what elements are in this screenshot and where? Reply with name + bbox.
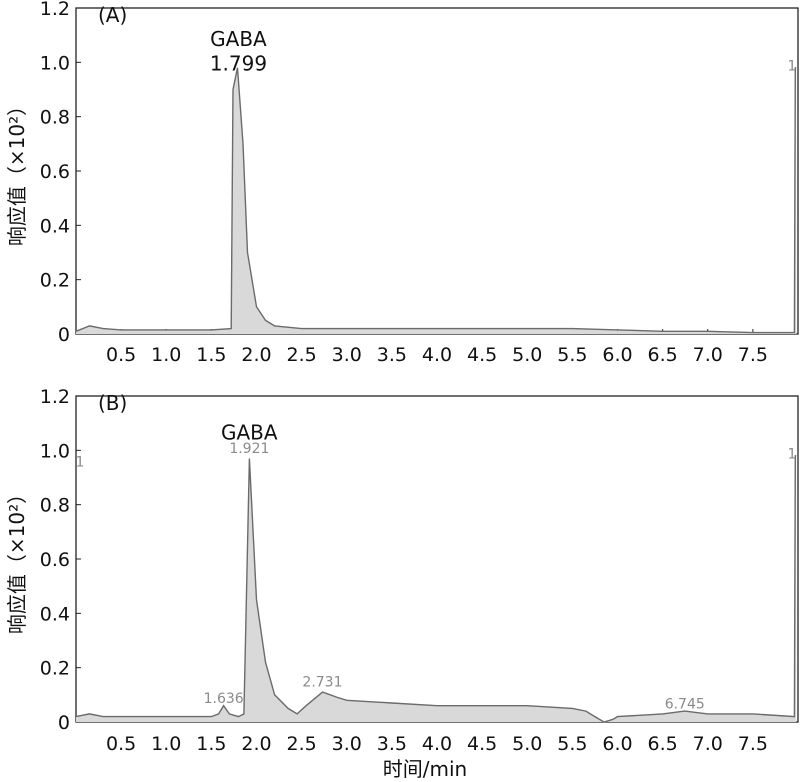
panel-b-x-axis-label: 时间/min [383, 757, 467, 781]
panel-b-x-tick-label: 4.5 [467, 733, 497, 755]
panel-a-label: (A) [98, 3, 127, 27]
panel-a-annotation: 1.799 [210, 51, 267, 75]
panel-b-x-tick-label: 3.5 [377, 733, 407, 755]
panel-b-y-tick-label: 1.0 [40, 440, 70, 462]
panel-b-left-edge-label: 1 [76, 455, 85, 471]
panel-b-x-tick-label: 1.0 [151, 733, 181, 755]
panel-a-series-area [76, 67, 797, 335]
panel-b-x-tick-label: 2.0 [241, 733, 271, 755]
panel-a: 响应值（×10²） (A) 0 0.2 0.4 0.6 0.8 1.0 1.2 0.5 1.0 1… [5, 0, 799, 366]
panel-a-x-tick-label: 6.0 [602, 344, 632, 366]
panel-a-x-tick-label: 1.0 [151, 344, 181, 366]
panel-b-series-area [76, 455, 797, 722]
panel-a-y-tick-label: 0 [58, 324, 70, 346]
panel-b-x-tick-label: 5.0 [512, 733, 542, 755]
panel-a-annotation: GABA [210, 27, 267, 51]
panel-a-right-edge-label: 1 [788, 58, 797, 74]
panel-a-series-line [75, 67, 797, 334]
panel-a-x-tick-label: 0.5 [106, 344, 136, 366]
panel-b-peak-label: 2.731 [302, 675, 342, 691]
panel-b-x-tick-label: 0.5 [106, 733, 136, 755]
panel-a-x-tick-label: 5.5 [557, 344, 587, 366]
panel-b-x-tick-label: 6.0 [602, 733, 632, 755]
panel-b-frame [75, 395, 799, 723]
panel-b-peak-label: 1.921 [229, 441, 269, 457]
panel-a-x-tick-label: 7.5 [738, 344, 768, 366]
panel-b-y-tick-label: 0.8 [40, 495, 70, 517]
panel-b-label: (B) [98, 391, 127, 415]
panel-b-x-tick-label: 7.5 [738, 733, 768, 755]
panel-b-right-edge-label: 1 [788, 446, 797, 462]
panel-a-x-tick-label: 2.5 [287, 344, 317, 366]
panel-b-x-tick-label: 5.5 [557, 733, 587, 755]
panel-b-y-tick-label: 0.2 [40, 658, 70, 680]
panel-b-x-tick-label: 4.0 [422, 733, 452, 755]
panel-a-y-tick-label: 0.8 [40, 107, 70, 129]
panel-a-x-tick-label: 6.5 [648, 344, 678, 366]
panel-b-peak-label: 1.636 [204, 691, 244, 707]
panel-a-y-tick-label: 0.2 [40, 270, 70, 292]
panel-a-x-tick-label: 7.0 [693, 344, 723, 366]
panel-a-y-tick-label: 1.0 [40, 52, 70, 74]
panel-b-y-tick-label: 0 [58, 712, 70, 734]
panel-a-x-tick-label: 1.5 [196, 344, 226, 366]
panel-a-y-axis-label: 响应值（×10²） [5, 96, 29, 246]
panel-a-x-tick-label: 3.0 [332, 344, 362, 366]
panel-a-y-tick-label: 0.4 [40, 215, 70, 237]
panel-a-y-tick-label: 1.2 [40, 0, 70, 20]
panel-a-frame [75, 7, 799, 335]
panel-a-y-tick-label: 0.6 [40, 161, 70, 183]
panel-a-x-tick-label: 4.0 [422, 344, 452, 366]
panel-a-x-tick-label: 2.0 [241, 344, 271, 366]
panel-b-x-tick-label: 6.5 [648, 733, 678, 755]
panel-a-x-tick-label: 4.5 [467, 344, 497, 366]
panel-b-x-tick-label: 7.0 [693, 733, 723, 755]
panel-b-x-tick-label: 3.0 [332, 733, 362, 755]
panel-b-series-line [75, 455, 797, 723]
panel-b: 响应值（×10²） (B) 时间/min 0 0.2 0.4 0.6 0.8 1.0 1.2… [5, 386, 799, 781]
panel-b-x-tick-label: 2.5 [287, 733, 317, 755]
panel-b-y-tick-label: 0.6 [40, 549, 70, 571]
panel-a-x-tick-label: 3.5 [377, 344, 407, 366]
panel-b-y-tick-label: 1.2 [40, 386, 70, 408]
panel-b-x-tick-label: 1.5 [196, 733, 226, 755]
panel-b-y-axis-label: 响应值（×10²） [5, 484, 29, 634]
panel-a-x-tick-label: 5.0 [512, 344, 542, 366]
panel-b-peak-label: 6.745 [665, 696, 705, 712]
panel-b-y-tick-label: 0.4 [40, 603, 70, 625]
panel-b-annotation: GABA [221, 420, 278, 444]
